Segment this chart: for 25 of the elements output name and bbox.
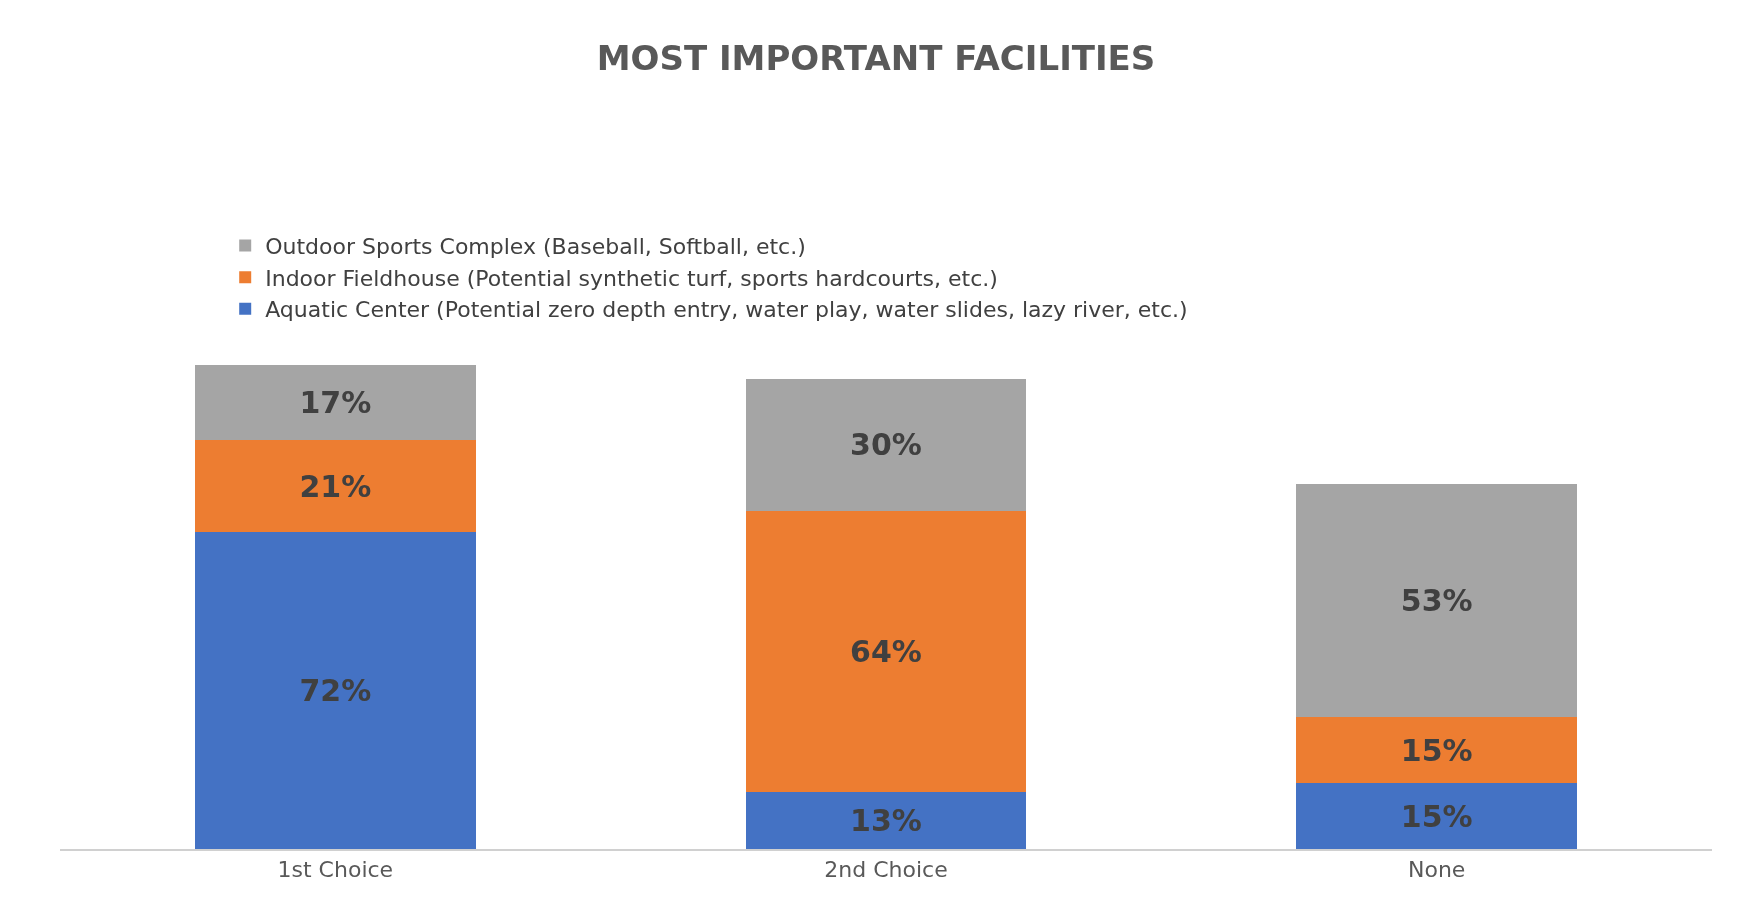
data-label: 15% [1400,732,1473,768]
x-tick-label: 2nd Choice [824,857,948,883]
data-label: 53% [1400,583,1473,619]
bar [194,440,476,533]
bar [194,532,476,849]
legend-label: Aquatic Center (Potential zero depth entry, water play, water slides, lazy river, etc.) [265,297,1188,323]
legend-label: Outdoor Sports Complex (Baseball, Softball, etc.) [265,234,806,260]
data-label: 30% [850,427,922,463]
bar [1296,717,1578,784]
data-label: 15% [1400,798,1473,834]
bar [745,378,1027,511]
data-label: 72% [299,673,372,709]
bar [745,791,1027,849]
bar [1296,783,1578,849]
data-label: 21% [299,468,372,504]
x-tick-label: 1st Choice [277,857,394,883]
chart-title: MOST IMPORTANT FACILITIES [596,37,1156,78]
data-label: 64% [850,633,922,669]
bar [1296,484,1578,718]
bar [194,365,476,441]
bar [745,510,1027,792]
data-label: 17% [299,385,372,421]
legend-label: Indoor Fieldhouse (Potential synthetic turf, sports hardcourts, etc.) [265,265,998,291]
x-tick-label: None [1407,857,1466,883]
data-label: 13% [850,802,922,838]
